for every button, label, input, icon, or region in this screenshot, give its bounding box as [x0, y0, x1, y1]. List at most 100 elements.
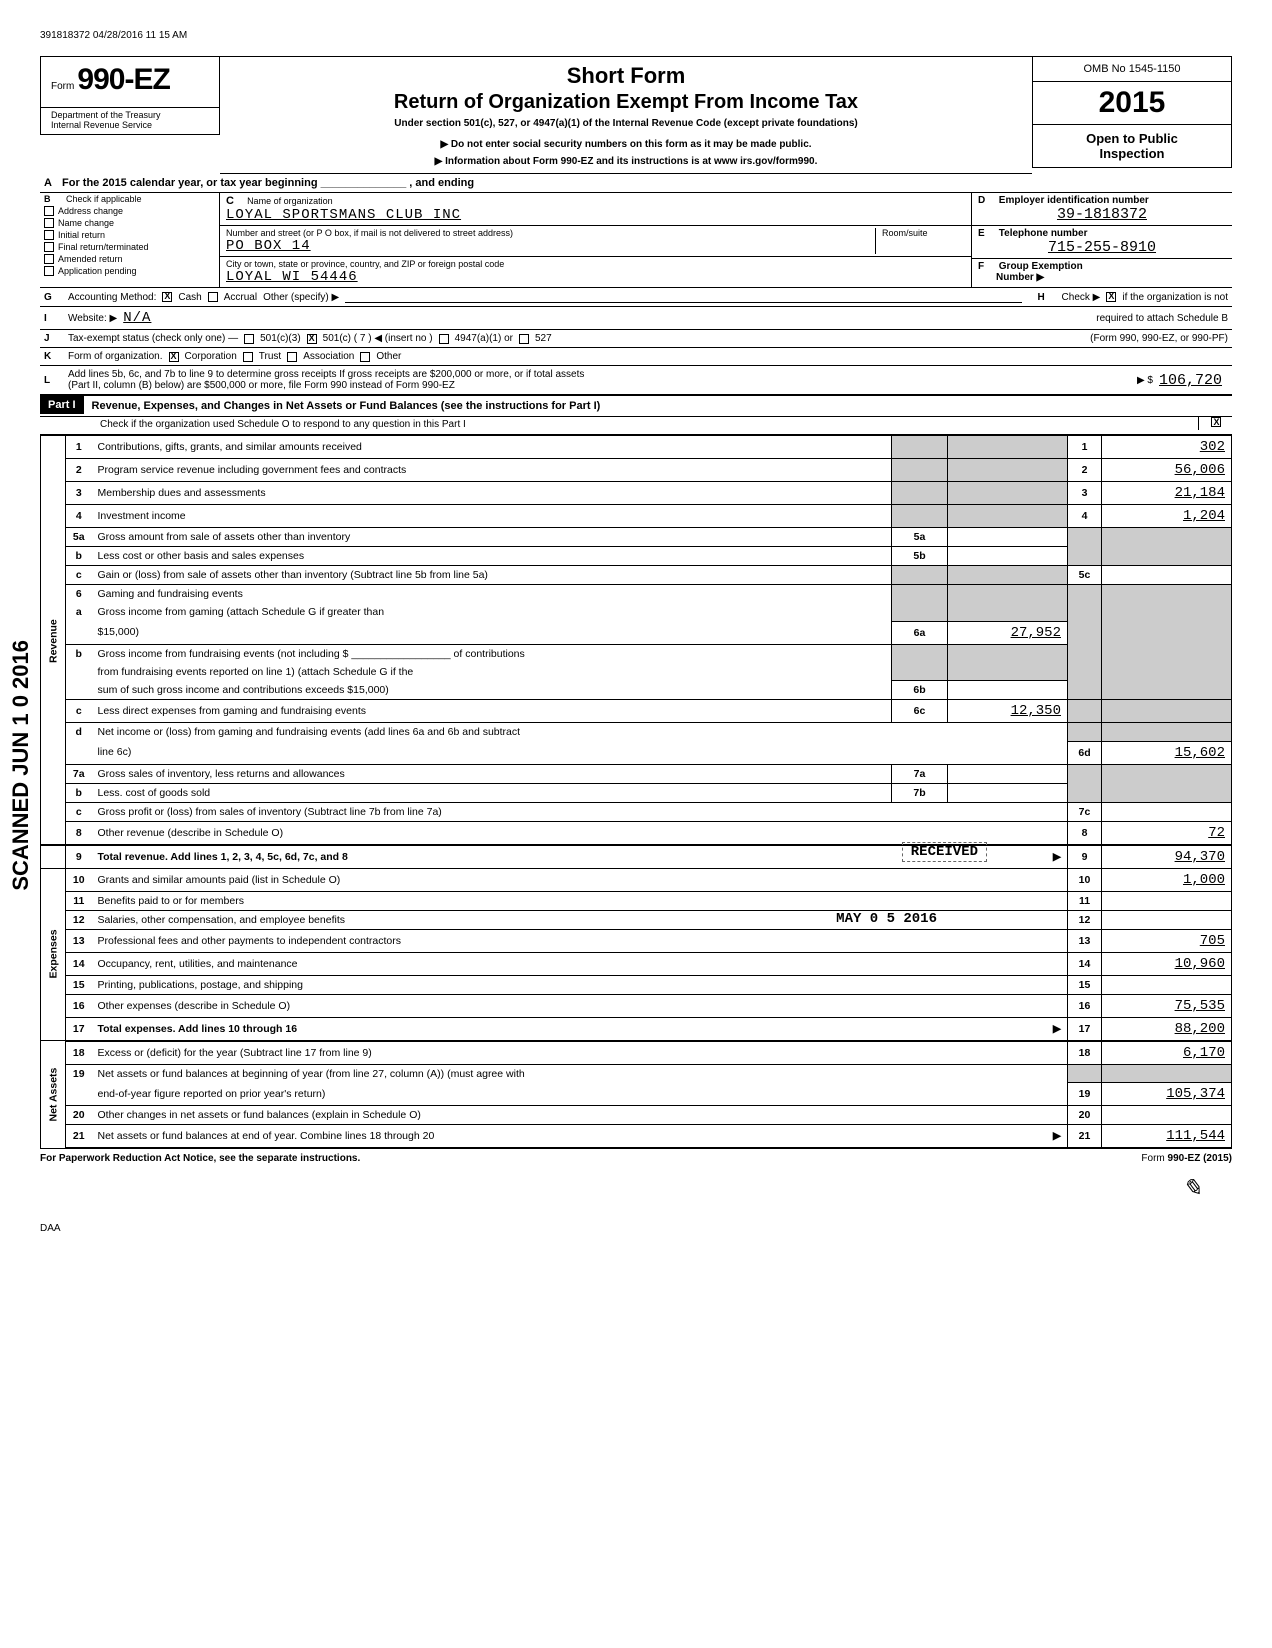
- line-7b-desc: Less. cost of goods sold: [92, 783, 892, 802]
- line-18-col: 18: [1068, 1041, 1102, 1065]
- chk-accrual[interactable]: [208, 292, 218, 302]
- line-9-col: 9: [1068, 845, 1102, 869]
- line-5c-desc: Gain or (loss) from sale of assets other…: [92, 566, 892, 585]
- line-6d-desc2: line 6c): [92, 741, 1068, 764]
- line-6b-mid: 6b: [892, 681, 948, 700]
- dept-line1: Department of the Treasury: [51, 110, 209, 120]
- l-text1: Add lines 5b, 6c, and 7b to line 9 to de…: [68, 369, 1131, 380]
- tax-exempt-label: Tax-exempt status (check only one) —: [68, 333, 238, 344]
- line-1-amt: 302: [1102, 436, 1232, 459]
- line-4-desc: Investment income: [92, 505, 892, 528]
- org-city: LOYAL WI 54446: [226, 269, 965, 285]
- ein-value: 39-1818372: [978, 206, 1226, 223]
- line-16-amt: 75,535: [1102, 994, 1232, 1017]
- line-14-amt: 10,960: [1102, 952, 1232, 975]
- l-arrow: ▶ $: [1137, 375, 1153, 386]
- row-i: I Website: ▶ N/A required to attach Sche…: [40, 307, 1232, 330]
- chk-501c3[interactable]: [244, 334, 254, 344]
- row-a-text: For the 2015 calendar year, or tax year …: [62, 177, 474, 189]
- line-3-amt: 21,184: [1102, 482, 1232, 505]
- chk-corporation[interactable]: [169, 352, 179, 362]
- chk-trust[interactable]: [243, 352, 253, 362]
- line-6-desc: Gaming and fundraising events: [92, 585, 892, 604]
- line-7c-desc: Gross profit or (loss) from sales of inv…: [92, 802, 1068, 821]
- title-column: Short Form Return of Organization Exempt…: [220, 56, 1032, 174]
- chk-4947[interactable]: [439, 334, 449, 344]
- line-13-desc: Professional fees and other payments to …: [92, 929, 1068, 952]
- line-7b-mid: 7b: [892, 783, 948, 802]
- line-5a-desc: Gross amount from sale of assets other t…: [92, 528, 892, 547]
- chk-501c[interactable]: [307, 334, 317, 344]
- chk-527[interactable]: [519, 334, 529, 344]
- row-a: A For the 2015 calendar year, or tax yea…: [40, 174, 1232, 193]
- subtitle: Under section 501(c), 527, or 4947(a)(1)…: [234, 118, 1018, 129]
- line-6c-midamt: 12,350: [948, 700, 1068, 723]
- right-column: OMB No 1545-1150 2015 Open to Public Ins…: [1032, 56, 1232, 174]
- line-4-amt: 1,204: [1102, 505, 1232, 528]
- line-19-col: 19: [1068, 1083, 1102, 1106]
- chk-name-change[interactable]: [44, 218, 54, 228]
- line-5b-desc: Less cost or other basis and sales expen…: [92, 547, 892, 566]
- line-21-desc: Net assets or fund balances at end of ye…: [98, 1130, 435, 1142]
- chk-cash[interactable]: [162, 292, 172, 302]
- line-19-desc2: end-of-year figure reported on prior yea…: [92, 1083, 1068, 1106]
- line-17-col: 17: [1068, 1017, 1102, 1041]
- dept-line2: Internal Revenue Service: [51, 120, 209, 130]
- line-8-col: 8: [1068, 821, 1102, 845]
- label-group-number: Number ▶: [978, 272, 1226, 283]
- part-i-label: Part I: [40, 396, 84, 414]
- line-10-amt: 1,000: [1102, 868, 1232, 891]
- part-i-check-text: Check if the organization used Schedule …: [40, 417, 1198, 434]
- line-12-desc: Salaries, other compensation, and employ…: [98, 914, 345, 926]
- line-6b-desc3: sum of such gross income and contributio…: [92, 681, 892, 700]
- chk-other-org[interactable]: [360, 352, 370, 362]
- line-19-amt: 105,374: [1102, 1083, 1232, 1106]
- lbl-amended-return: Amended return: [58, 254, 123, 264]
- line-1-desc: Contributions, gifts, grants, and simila…: [92, 436, 892, 459]
- chk-amended-return[interactable]: [44, 254, 54, 264]
- chk-association[interactable]: [287, 352, 297, 362]
- line-1-col: 1: [1068, 436, 1102, 459]
- line-12-col: 12: [1068, 910, 1102, 929]
- chk-initial-return[interactable]: [44, 230, 54, 240]
- chk-application-pending[interactable]: [44, 266, 54, 276]
- phone-value: 715-255-8910: [978, 239, 1226, 256]
- chk-final-return[interactable]: [44, 242, 54, 252]
- line-17-desc: Total expenses. Add lines 10 through 16: [98, 1023, 298, 1035]
- line-20-desc: Other changes in net assets or fund bala…: [92, 1106, 1068, 1125]
- col-c: C Name of organization LOYAL SPORTSMANS …: [220, 193, 972, 287]
- line-15-col: 15: [1068, 975, 1102, 994]
- line-4-col: 4: [1068, 505, 1102, 528]
- chk-h[interactable]: [1106, 292, 1116, 302]
- label-ein: Employer identification number: [999, 195, 1149, 206]
- row-k: K Form of organization. Corporation Trus…: [40, 348, 1232, 366]
- lbl-final-return: Final return/terminated: [58, 242, 149, 252]
- lbl-accrual: Accrual: [224, 292, 257, 303]
- open-line1: Open to Public: [1039, 131, 1225, 146]
- line-17-amt: 88,200: [1102, 1017, 1232, 1041]
- part-i-title: Revenue, Expenses, and Changes in Net As…: [84, 396, 1232, 416]
- website-label: Website: ▶: [68, 313, 117, 324]
- line-6b-desc1: Gross income from fundraising events (no…: [92, 644, 892, 663]
- line-7a-desc: Gross sales of inventory, less returns a…: [92, 764, 892, 783]
- tax-year: 2015: [1032, 82, 1232, 125]
- part-i-header: Part I Revenue, Expenses, and Changes in…: [40, 396, 1232, 417]
- line-9-arrow: ▶: [1053, 851, 1061, 863]
- line-14-col: 14: [1068, 952, 1102, 975]
- open-to-public: Open to Public Inspection: [1032, 125, 1232, 168]
- chk-address-change[interactable]: [44, 206, 54, 216]
- line-6c-desc: Less direct expenses from gaming and fun…: [92, 700, 892, 723]
- line-11-col: 11: [1068, 891, 1102, 910]
- line-16-desc: Other expenses (describe in Schedule O): [92, 994, 1068, 1017]
- line-7a-mid: 7a: [892, 764, 948, 783]
- line-2-amt: 56,006: [1102, 459, 1232, 482]
- arrow-line-2: ▶ Information about Form 990-EZ and its …: [234, 156, 1018, 167]
- line-13-col: 13: [1068, 929, 1102, 952]
- line-8-amt: 72: [1102, 821, 1232, 845]
- row-l: L Add lines 5b, 6c, and 7b to line 9 to …: [40, 366, 1232, 396]
- chk-part-i-schedule-o[interactable]: [1211, 417, 1221, 427]
- title-return: Return of Organization Exempt From Incom…: [234, 91, 1018, 114]
- line-6d-amt: 15,602: [1102, 741, 1232, 764]
- daa-mark: DAA: [40, 1223, 1232, 1234]
- received-stamp: RECEIVED: [902, 842, 987, 862]
